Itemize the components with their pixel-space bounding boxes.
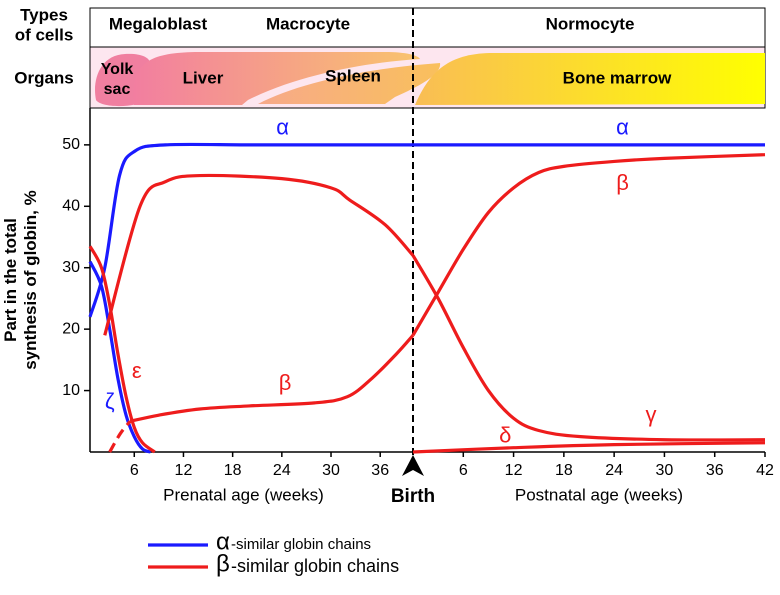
yolk-sac-shape — [95, 53, 151, 107]
x-tick-label: 30 — [322, 462, 340, 479]
organ-label: Bone marrow — [563, 68, 672, 87]
y-axis-label-line: synthesis of globin, % — [21, 190, 40, 369]
cells-label: Types — [20, 5, 68, 24]
series-line — [411, 153, 766, 337]
series-line — [412, 441, 766, 454]
x-tick-label: 18 — [224, 462, 242, 479]
series-label: β — [616, 170, 629, 195]
legend-text: -similar globin chains — [231, 556, 399, 576]
cell-type: Megaloblast — [109, 14, 208, 33]
cells-row — [89, 7, 766, 48]
series-line — [88, 245, 156, 454]
liver-shape — [133, 52, 420, 105]
series-line — [411, 254, 766, 442]
spleen-shape — [258, 63, 441, 104]
series-line — [103, 173, 415, 336]
y-tick-label: 40 — [62, 198, 80, 215]
x-axis-label: Postnatal age (weeks) — [515, 485, 683, 504]
series-label: β — [279, 370, 292, 395]
organs-label: Organs — [14, 68, 74, 87]
organ-label: Liver — [183, 68, 224, 87]
series-line — [88, 142, 413, 318]
y-tick-label: 10 — [62, 382, 80, 399]
series-label: δ — [499, 422, 511, 447]
x-tick-label: 6 — [459, 462, 468, 479]
y-axis-label: Part in the totalsynthesis of globin, % — [1, 190, 40, 369]
series-label: α — [276, 115, 289, 140]
birth-label: Birth — [391, 486, 435, 507]
series-label: ζ — [105, 389, 115, 414]
legend-text: -similar globin chains — [231, 536, 371, 553]
bone-marrow-shape — [415, 53, 765, 105]
cell-type: Macrocyte — [266, 14, 350, 33]
y-tick-label: 20 — [62, 320, 80, 337]
series-line — [88, 260, 152, 454]
x-tick-label: 30 — [656, 462, 674, 479]
series-line — [129, 334, 415, 423]
x-tick-label: 24 — [605, 462, 623, 479]
y-axis-label-line: Part in the total — [1, 218, 20, 342]
x-tick-label: 6 — [130, 462, 139, 479]
x-axis-label: Prenatal age (weeks) — [163, 485, 324, 504]
x-tick-label: 12 — [175, 462, 193, 479]
legend-symbol: β — [216, 550, 230, 577]
x-tick-label: 12 — [505, 462, 523, 479]
series-label: ε — [132, 358, 142, 383]
x-tick-label: 42 — [756, 462, 774, 479]
organ-label: Spleen — [325, 66, 381, 85]
series-line — [108, 420, 132, 453]
series-label: α — [616, 115, 629, 140]
x-tick-label: 24 — [273, 462, 291, 479]
y-tick-label: 30 — [62, 259, 80, 276]
organ-label: Yolk — [101, 61, 134, 78]
cell-type: Normocyte — [546, 14, 635, 33]
x-tick-label: 36 — [706, 462, 724, 479]
x-tick-label: 36 — [371, 462, 389, 479]
legend-symbol: α — [216, 528, 230, 555]
birth-arrow — [402, 455, 424, 476]
organ-label: sac — [104, 81, 131, 98]
cells-label: of cells — [15, 25, 74, 44]
x-tick-label: 18 — [555, 462, 573, 479]
series-label: γ — [646, 402, 657, 427]
y-tick-label: 50 — [62, 136, 80, 153]
